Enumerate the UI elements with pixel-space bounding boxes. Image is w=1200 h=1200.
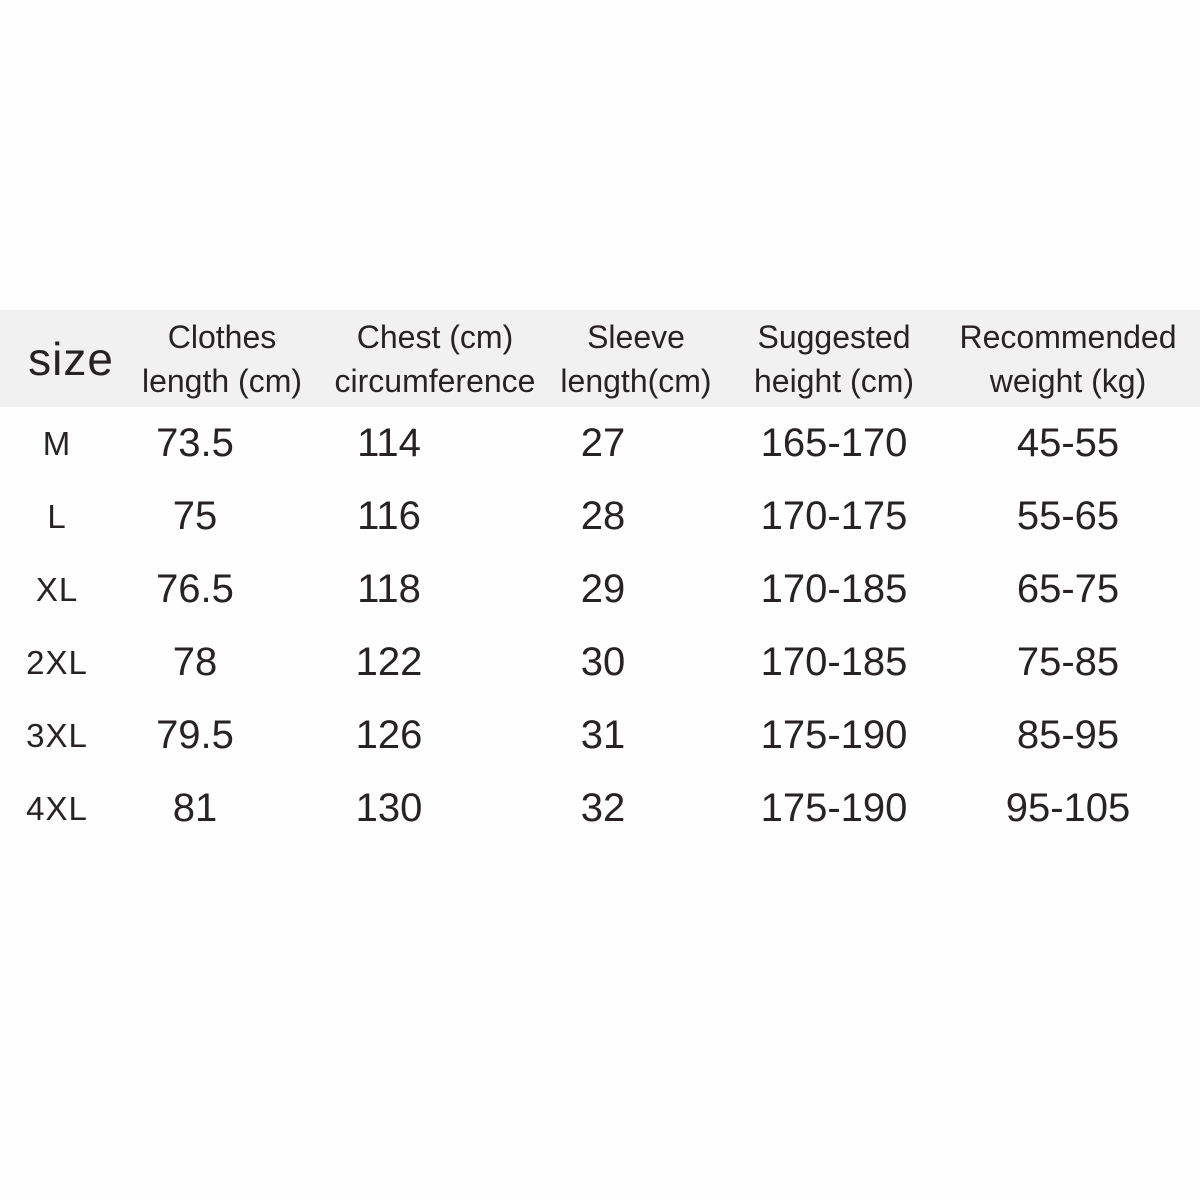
size-header-label: size	[28, 332, 114, 385]
sleeve-length-cell: 27	[580, 421, 626, 465]
sleeve-length-cell: 32	[580, 786, 626, 830]
header-line: Sleeve	[587, 318, 685, 355]
size-cell: 4XL	[26, 789, 88, 827]
column-header-chest-circumference: Chest (cm) circumference	[330, 310, 540, 407]
header-line: length(cm)	[560, 362, 712, 399]
column-header-sleeve-length: Sleeve length(cm)	[540, 310, 732, 407]
recommended-weight-cell: 65-75	[1016, 567, 1120, 611]
suggested-height-cell: 170-185	[760, 640, 908, 684]
clothes-length-cell: 81	[172, 786, 218, 830]
header-line: height (cm)	[753, 362, 915, 399]
table-row: 4XL 81 130 32 175-190 95-105	[0, 772, 1200, 845]
recommended-weight-cell: 75-85	[1016, 640, 1120, 684]
suggested-height-cell: 170-185	[760, 567, 908, 611]
column-header-clothes-length: Clothes length (cm)	[114, 310, 330, 407]
size-cell: M	[42, 424, 72, 462]
header-row: size Clothes length (cm) Chest (cm) circ…	[0, 310, 1200, 407]
suggested-height-cell: 175-190	[760, 713, 908, 757]
sleeve-length-cell: 30	[580, 640, 626, 684]
size-cell: XL	[35, 570, 79, 608]
header-line: circumference	[334, 362, 536, 399]
recommended-weight-cell: 45-55	[1016, 421, 1120, 465]
header-line: Suggested	[757, 318, 911, 355]
chest-circumference-cell: 130	[355, 786, 423, 830]
chest-circumference-cell: 122	[355, 640, 423, 684]
header-line: Clothes	[167, 318, 277, 355]
table-body: M 73.5 114 27 165-170 45-55 L 75 116 28 …	[0, 407, 1200, 845]
header-line: weight (kg)	[989, 362, 1147, 399]
table-row: 2XL 78 122 30 170-185 75-85	[0, 626, 1200, 699]
clothes-length-cell: 75	[172, 494, 218, 538]
chest-circumference-cell: 126	[355, 713, 423, 757]
size-cell: 2XL	[26, 643, 88, 681]
size-cell: L	[47, 497, 67, 535]
suggested-height-cell: 170-175	[760, 494, 908, 538]
suggested-height-cell: 165-170	[760, 421, 908, 465]
column-header-suggested-height: Suggested height (cm)	[732, 310, 936, 407]
sleeve-length-cell: 29	[580, 567, 626, 611]
recommended-weight-cell: 55-65	[1016, 494, 1120, 538]
sleeve-length-cell: 28	[580, 494, 626, 538]
size-cell: 3XL	[26, 716, 88, 754]
clothes-length-cell: 79.5	[156, 713, 234, 757]
table-row: M 73.5 114 27 165-170 45-55	[0, 407, 1200, 480]
sleeve-length-cell: 31	[580, 713, 626, 757]
table-row: 3XL 79.5 126 31 175-190 85-95	[0, 699, 1200, 772]
table-row: XL 76.5 118 29 170-185 65-75	[0, 553, 1200, 626]
column-header-recommended-weight: Recommended weight (kg)	[936, 310, 1200, 407]
column-header-size: size	[0, 310, 114, 407]
table-row: L 75 116 28 170-175 55-65	[0, 480, 1200, 553]
recommended-weight-cell: 85-95	[1016, 713, 1120, 757]
suggested-height-cell: 175-190	[760, 786, 908, 830]
clothes-length-cell: 73.5	[156, 421, 234, 465]
chest-circumference-cell: 116	[357, 494, 421, 538]
chest-circumference-cell: 118	[357, 567, 421, 611]
clothes-length-cell: 78	[172, 640, 218, 684]
chest-circumference-cell: 114	[357, 421, 421, 465]
size-chart-table: size Clothes length (cm) Chest (cm) circ…	[0, 310, 1200, 845]
header-line: Chest (cm)	[356, 318, 514, 355]
clothes-length-cell: 76.5	[156, 567, 234, 611]
table-header: size Clothes length (cm) Chest (cm) circ…	[0, 310, 1200, 407]
header-line: length (cm)	[141, 362, 303, 399]
header-line: Recommended	[959, 318, 1177, 355]
recommended-weight-cell: 95-105	[1005, 786, 1131, 830]
